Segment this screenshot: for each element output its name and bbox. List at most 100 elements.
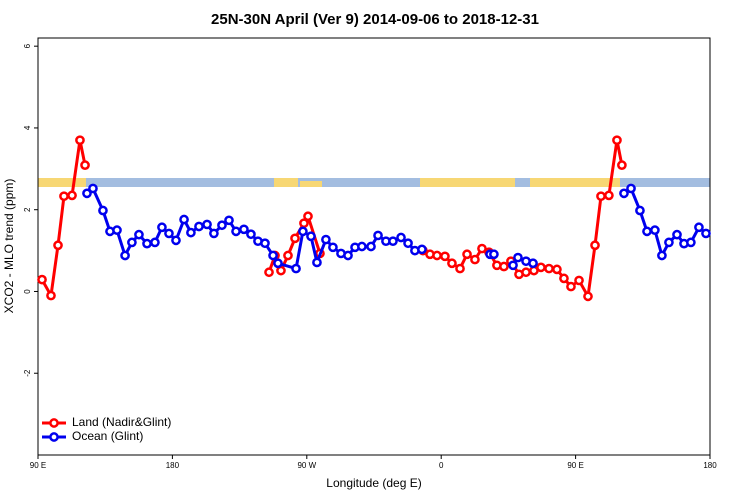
legend-label: Land (Nadir&Glint) bbox=[72, 415, 171, 429]
data-point bbox=[53, 240, 63, 251]
data-point bbox=[290, 233, 300, 244]
data-point bbox=[260, 238, 270, 249]
data-point bbox=[499, 261, 509, 272]
data-point bbox=[590, 240, 600, 251]
data-point bbox=[217, 220, 227, 231]
data-point bbox=[276, 265, 286, 276]
land-strip bbox=[420, 178, 515, 187]
data-point bbox=[626, 183, 636, 194]
legend-marker bbox=[49, 432, 59, 442]
y-tick-label: 4 bbox=[23, 125, 32, 130]
chart-title: 25N-30N April (Ver 9) 2014-09-06 to 2018… bbox=[211, 11, 539, 28]
data-point bbox=[552, 264, 562, 275]
data-point bbox=[470, 254, 480, 265]
data-point bbox=[283, 250, 293, 261]
data-point bbox=[150, 237, 160, 248]
land-strip bbox=[38, 178, 86, 187]
ocean-strip bbox=[38, 178, 710, 187]
data-point bbox=[343, 250, 353, 261]
x-tick-label: 180 bbox=[166, 461, 180, 470]
data-point bbox=[417, 244, 427, 255]
data-point bbox=[366, 241, 376, 252]
data-point bbox=[619, 188, 629, 199]
data-point bbox=[612, 135, 622, 146]
data-point bbox=[513, 252, 523, 263]
data-point bbox=[447, 258, 457, 269]
y-axis-label: XCO2 - MLO trend (ppm) bbox=[2, 179, 16, 314]
legend-marker bbox=[49, 418, 59, 428]
data-point bbox=[544, 263, 554, 274]
data-point bbox=[672, 229, 682, 240]
data-point bbox=[306, 231, 316, 242]
data-point bbox=[455, 263, 465, 274]
land-ocean-strip bbox=[38, 178, 710, 187]
data-point bbox=[694, 222, 704, 233]
data-point bbox=[357, 241, 367, 252]
data-point bbox=[127, 237, 137, 248]
data-point bbox=[604, 190, 614, 201]
data-point bbox=[80, 160, 90, 170]
land-strip bbox=[530, 178, 620, 187]
x-tick-label: 90 E bbox=[567, 461, 583, 470]
data-point bbox=[224, 215, 234, 226]
data-point bbox=[291, 263, 301, 274]
data-point bbox=[508, 260, 518, 271]
data-point bbox=[112, 225, 122, 235]
data-point bbox=[617, 160, 627, 170]
data-point bbox=[164, 228, 174, 239]
data-point bbox=[642, 226, 652, 237]
data-point bbox=[209, 228, 219, 239]
data-point bbox=[462, 249, 472, 260]
legend-label: Ocean (Glint) bbox=[72, 429, 143, 443]
land-strip bbox=[274, 178, 298, 187]
y-tick-label: -2 bbox=[23, 369, 32, 377]
x-tick-label: 90 E bbox=[30, 461, 46, 470]
data-point bbox=[388, 236, 398, 247]
y-tick-label: 2 bbox=[23, 207, 32, 212]
data-point bbox=[67, 190, 77, 201]
data-point bbox=[403, 238, 413, 249]
data-point bbox=[686, 237, 696, 248]
data-point bbox=[312, 257, 322, 268]
series-line bbox=[86, 186, 707, 271]
data-point bbox=[373, 230, 383, 241]
data-point bbox=[171, 235, 181, 246]
data-point bbox=[82, 188, 92, 199]
data-point bbox=[536, 262, 546, 273]
data-point bbox=[194, 221, 204, 232]
data-point bbox=[432, 250, 442, 261]
data-point bbox=[396, 232, 406, 243]
data-point bbox=[298, 226, 308, 237]
data-point bbox=[321, 234, 331, 245]
data-point bbox=[477, 243, 487, 254]
data-point bbox=[440, 251, 450, 262]
data-point bbox=[142, 238, 152, 249]
data-point bbox=[559, 273, 569, 284]
data-point bbox=[657, 250, 667, 261]
data-point bbox=[202, 219, 212, 230]
data-point bbox=[528, 258, 538, 269]
plot-frame bbox=[37, 37, 711, 456]
data-point bbox=[231, 226, 241, 237]
data-point bbox=[268, 250, 278, 261]
data-point bbox=[179, 214, 189, 225]
data-point bbox=[98, 205, 108, 216]
data-point bbox=[596, 191, 606, 202]
x-axis-label: Longitude (deg E) bbox=[326, 476, 421, 490]
data-point bbox=[120, 250, 130, 261]
data-point bbox=[701, 228, 711, 239]
data-point bbox=[246, 229, 256, 240]
x-tick-label: 90 W bbox=[297, 461, 316, 470]
data-point bbox=[134, 229, 144, 240]
data-point bbox=[88, 183, 98, 194]
data-point bbox=[303, 211, 313, 222]
data-point bbox=[37, 274, 47, 285]
data-point bbox=[59, 191, 69, 202]
data-point bbox=[489, 249, 499, 260]
data-point bbox=[574, 275, 584, 286]
data-point bbox=[583, 291, 593, 302]
data-point bbox=[328, 242, 338, 253]
y-tick-label: 6 bbox=[23, 43, 32, 48]
x-tick-label: 0 bbox=[439, 461, 444, 470]
